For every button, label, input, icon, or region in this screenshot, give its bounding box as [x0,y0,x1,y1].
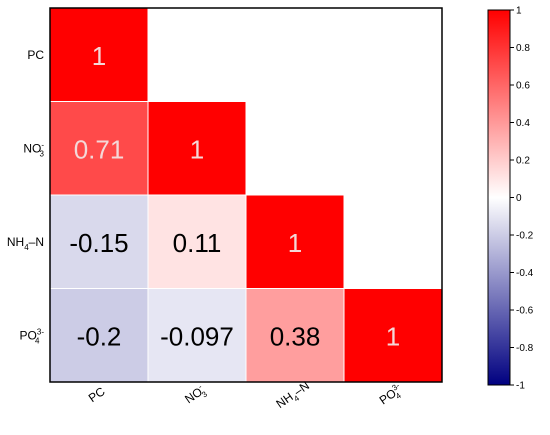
colorbar-tick-label: 0 [516,193,522,204]
heatmap-cell-rect [343,288,443,383]
heatmap-cell-label: 1 [190,134,204,164]
colorbar-gradient [487,9,511,386]
colorbar-tick-label: -0.8 [516,343,534,354]
heatmap-cell: -0.2 [49,288,149,383]
colorbar-tick-label: 0.6 [516,81,530,92]
heatmap-cell-rect [49,101,149,196]
heatmap-cell: 1 [245,194,345,289]
heatmap-cell: -0.097 [147,288,247,383]
heatmap-cell-label: -0.15 [69,228,128,258]
row-label: PO3-4 [20,327,45,345]
heatmap-cell: 0.38 [245,288,345,383]
heatmap-cell-rect [245,194,345,289]
column-label: PC [86,384,108,405]
heatmap-cell-rect [147,194,247,289]
heatmap-cell: -0.15 [49,194,149,289]
heatmap-cell-label: -0.2 [77,321,122,351]
heatmap-cell-label: 0.71 [74,134,125,164]
colorbar-tick-label: -1 [516,381,525,392]
heatmap-cell-rect [49,194,149,289]
heatmap-cell-label: -0.097 [160,321,234,351]
heatmap-cell-label: 0.38 [270,321,321,351]
colorbar-tick-label: 0.8 [516,43,530,54]
heatmap-cell-rect [49,7,149,102]
row-label: PC [27,48,44,62]
column-label: PO3-4 [376,381,407,410]
heatmap-cell: 0.11 [147,194,247,289]
heatmap-cell-label: 0.11 [173,228,222,258]
heatmap-cell-label: 1 [288,228,302,258]
heatmap-cell: 1 [49,7,149,102]
heatmap-cell-label: 1 [386,321,400,351]
heatmap-cell: 1 [343,288,443,383]
colorbar-tick-label: 0.4 [516,118,530,129]
heatmap-cell: 1 [147,101,247,196]
heatmap-cell-rect [147,288,247,383]
colorbar-tick-label: -0.6 [516,306,534,317]
colorbar-tick-label: -0.2 [516,231,534,242]
heatmap-cell: 0.71 [49,101,149,196]
heatmap-cell-label: 1 [92,41,106,71]
colorbar-tick-label: -0.4 [516,268,534,279]
row-label: NH4–N [7,235,44,252]
colorbar: 1 0.8 0.6 0.4 0.2 0 -0.2 -0.4 -0.6 -0.8 -1 [487,6,534,392]
plot-frame [49,7,443,383]
colorbar-tick-label: 0.2 [516,156,530,167]
column-label: NH4–N [273,378,313,413]
colorbar-tick-label: 1 [516,6,522,17]
heatmap-cell-rect [147,101,247,196]
row-label: NO-3 [23,140,44,158]
column-label: NO-3 [182,382,210,409]
